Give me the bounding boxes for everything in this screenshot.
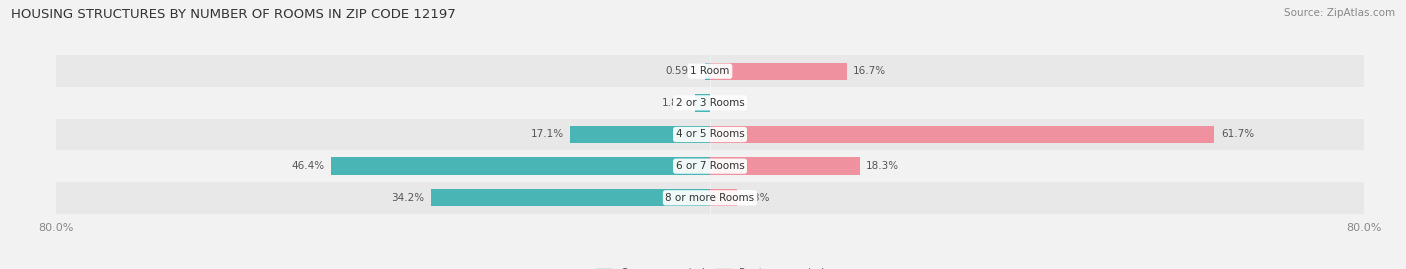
Text: 17.1%: 17.1% bbox=[530, 129, 564, 140]
Bar bbox=[56, 119, 1364, 150]
Bar bbox=[706, 62, 710, 80]
Bar bbox=[710, 126, 1215, 143]
Text: 1 Room: 1 Room bbox=[690, 66, 730, 76]
Bar bbox=[710, 157, 859, 175]
Bar bbox=[696, 94, 710, 112]
Bar bbox=[56, 55, 1364, 87]
Text: 61.7%: 61.7% bbox=[1220, 129, 1254, 140]
Text: 46.4%: 46.4% bbox=[291, 161, 325, 171]
Bar bbox=[56, 182, 1364, 214]
Bar bbox=[710, 189, 737, 207]
Text: 8 or more Rooms: 8 or more Rooms bbox=[665, 193, 755, 203]
Text: 6 or 7 Rooms: 6 or 7 Rooms bbox=[676, 161, 744, 171]
Text: 2 or 3 Rooms: 2 or 3 Rooms bbox=[676, 98, 744, 108]
Text: Source: ZipAtlas.com: Source: ZipAtlas.com bbox=[1284, 8, 1395, 18]
Text: 16.7%: 16.7% bbox=[853, 66, 886, 76]
Legend: Owner-occupied, Renter-occupied: Owner-occupied, Renter-occupied bbox=[592, 264, 828, 269]
Text: 0.0%: 0.0% bbox=[717, 98, 742, 108]
Bar bbox=[710, 62, 846, 80]
Text: 1.8%: 1.8% bbox=[662, 98, 689, 108]
Text: 18.3%: 18.3% bbox=[866, 161, 900, 171]
Text: HOUSING STRUCTURES BY NUMBER OF ROOMS IN ZIP CODE 12197: HOUSING STRUCTURES BY NUMBER OF ROOMS IN… bbox=[11, 8, 456, 21]
Text: 34.2%: 34.2% bbox=[391, 193, 425, 203]
Bar bbox=[330, 157, 710, 175]
Text: 0.59%: 0.59% bbox=[665, 66, 699, 76]
Text: 3.3%: 3.3% bbox=[744, 193, 770, 203]
Bar bbox=[571, 126, 710, 143]
Text: 4 or 5 Rooms: 4 or 5 Rooms bbox=[676, 129, 744, 140]
Bar bbox=[56, 87, 1364, 119]
Bar bbox=[430, 189, 710, 207]
Bar bbox=[56, 150, 1364, 182]
